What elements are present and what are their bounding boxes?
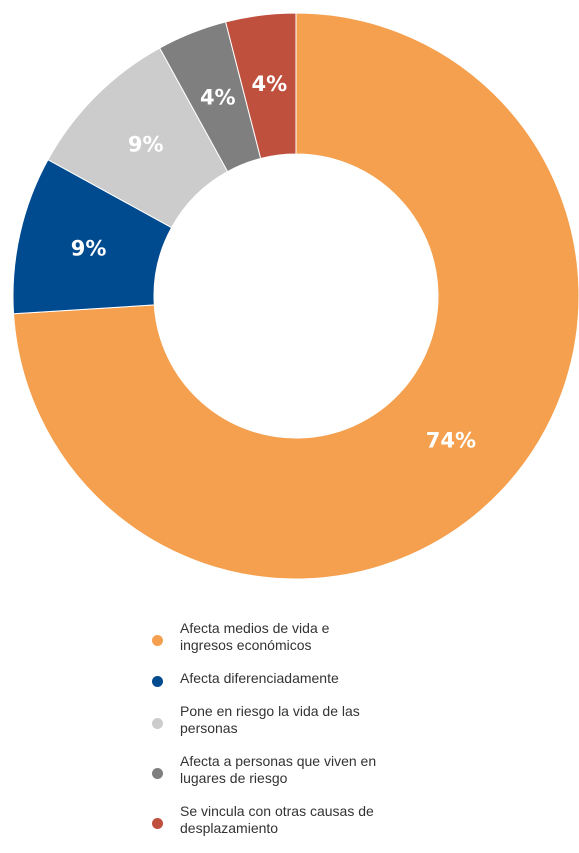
data-label: 4% xyxy=(252,72,288,96)
legend-label: Pone en riesgo la vida de las personas xyxy=(180,703,360,736)
legend-label: Afecta diferenciadamente xyxy=(180,670,339,686)
data-label: 9% xyxy=(71,237,107,261)
legend-marker xyxy=(152,817,163,829)
legend-label: Afecta a personas que viven en lugares d… xyxy=(180,753,377,786)
legend-item: Afecta diferenciadamente xyxy=(152,670,392,687)
legend-label: Se vincula con otras causas de desplazam… xyxy=(180,803,374,836)
data-label: 74% xyxy=(426,428,476,452)
data-label: 9% xyxy=(128,133,164,157)
legend-marker xyxy=(152,634,163,646)
legend: Afecta medios de vida e ingresos económi… xyxy=(152,620,392,853)
legend-marker xyxy=(152,767,163,779)
legend-item: Pone en riesgo la vida de las personas xyxy=(152,703,392,737)
donut-segment xyxy=(13,12,579,580)
donut-segment xyxy=(225,12,297,160)
legend-label: Afecta medios de vida e ingresos económi… xyxy=(180,620,330,653)
legend-marker xyxy=(152,717,163,729)
chart: 74% 9% 9% 4% 4% xyxy=(12,12,579,580)
legend-item: Afecta medios de vida e ingresos económi… xyxy=(152,620,392,654)
legend-marker xyxy=(152,676,163,687)
data-label: 4% xyxy=(200,85,236,109)
legend-item: Se vincula con otras causas de desplazam… xyxy=(152,803,392,837)
legend-item: Afecta a personas que viven en lugares d… xyxy=(152,753,392,787)
